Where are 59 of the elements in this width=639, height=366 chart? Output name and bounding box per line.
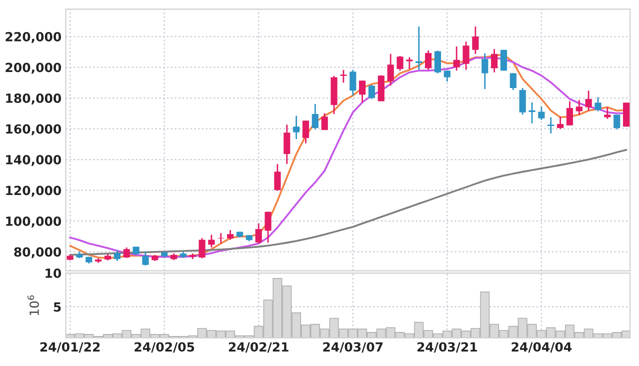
- candlestick: [576, 99, 582, 116]
- candlestick: [284, 124, 290, 165]
- y-tick-label: 160,000: [6, 124, 62, 136]
- x-tick-label: 24/02/21: [228, 342, 288, 353]
- y-tick-label: 80,000: [14, 247, 62, 258]
- candlestick: [321, 112, 328, 131]
- candlestick: [453, 46, 460, 72]
- candlestick: [462, 40, 470, 71]
- candlestick: [425, 50, 432, 71]
- candlestick: [264, 211, 272, 244]
- candlestick: [482, 52, 488, 90]
- candlestick: [227, 229, 234, 240]
- x-tick-label: 24/03/07: [323, 342, 383, 353]
- candlestick: [614, 114, 620, 130]
- candlestick: [312, 103, 318, 130]
- candlestick: [387, 53, 394, 86]
- y-tick-label: 5: [54, 302, 61, 312]
- candlestick: [255, 222, 262, 244]
- candlestick: [538, 106, 545, 121]
- candlestick: [302, 120, 310, 144]
- y-tick-label: 180,000: [6, 93, 62, 105]
- candlestick: [359, 80, 366, 104]
- candlestick: [350, 69, 356, 96]
- candlestick: [218, 232, 224, 244]
- candlestick: [556, 116, 564, 130]
- candlestick: [491, 48, 498, 74]
- y-tick-label: 140,000: [6, 154, 62, 166]
- candlestick: [548, 116, 554, 134]
- candlestick: [472, 26, 479, 55]
- candlestick: [594, 96, 602, 112]
- x-tick-label: 24/04/04: [512, 342, 572, 353]
- candlestick: [528, 102, 536, 124]
- candlestick: [434, 50, 442, 74]
- candlestick: [566, 100, 574, 126]
- candlestick: [208, 234, 215, 248]
- y-tick-label: 120,000: [6, 186, 62, 197]
- candlestick: [274, 163, 281, 192]
- candlestick: [585, 90, 592, 112]
- candlestick: [406, 56, 413, 70]
- candlestick: [123, 246, 130, 259]
- y-tick-label: 100,000: [6, 216, 62, 228]
- candlestick: [198, 237, 206, 259]
- x-tick-label: 24/01/22: [40, 342, 100, 353]
- candlestick: [519, 87, 526, 116]
- candlestick: [368, 84, 376, 100]
- candlestick: [114, 249, 120, 262]
- candlestick: [142, 250, 149, 266]
- candlestick: [622, 102, 630, 128]
- y-axis-title: 10$^{6}$: [28, 295, 39, 316]
- candlestick: [510, 72, 516, 91]
- candlestick: [396, 55, 404, 72]
- candlestick: [604, 106, 611, 120]
- y-tick-label: 220,000: [6, 32, 62, 44]
- y-tick-label: 200,000: [6, 62, 62, 74]
- y-tick-label: 10: [46, 268, 62, 278]
- candlestick: [340, 69, 347, 84]
- candlestick: [293, 115, 300, 140]
- x-tick-label: 24/03/21: [417, 342, 477, 353]
- x-tick-label: 24/02/05: [134, 342, 194, 353]
